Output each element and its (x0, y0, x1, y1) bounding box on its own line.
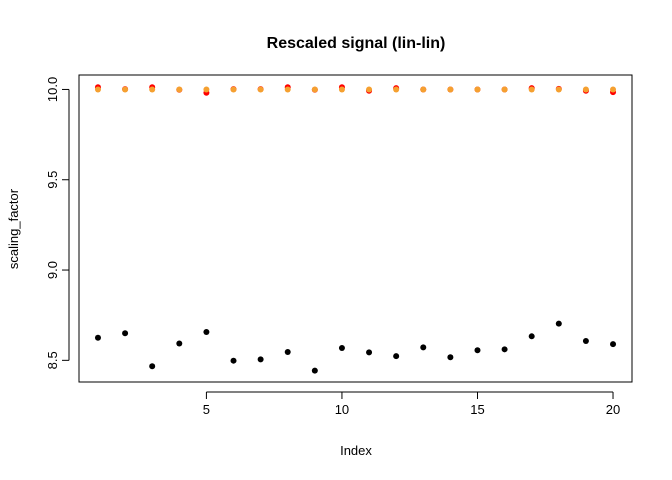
point-s2-4 (176, 86, 183, 93)
point-s2-11 (366, 86, 373, 93)
point-s0-4 (176, 340, 183, 347)
chart-title: Rescaled signal (lin-lin) (267, 35, 446, 52)
point-s2-17 (528, 86, 535, 93)
point-s0-19 (582, 338, 589, 345)
point-s2-1 (94, 86, 101, 93)
point-s0-5 (203, 328, 210, 335)
y-tick-label-3: 10.0 (45, 77, 60, 102)
point-s0-2 (122, 330, 129, 337)
point-s2-7 (257, 86, 264, 93)
point-s2-10 (338, 86, 345, 93)
point-s0-17 (528, 333, 535, 340)
point-s0-10 (338, 345, 345, 352)
point-s0-8 (284, 349, 291, 356)
point-s2-14 (447, 86, 454, 93)
point-s2-5 (203, 86, 210, 93)
point-s0-12 (393, 353, 400, 360)
point-s0-14 (447, 354, 454, 361)
x-tick-label-10: 10 (335, 402, 349, 417)
point-s0-13 (420, 344, 427, 351)
point-s2-13 (420, 86, 427, 93)
x-tick-label-20: 20 (606, 402, 620, 417)
x-axis-title: Index (340, 443, 372, 458)
point-s0-20 (610, 341, 617, 348)
point-s0-6 (230, 357, 237, 364)
point-s2-15 (474, 86, 481, 93)
point-s2-2 (122, 86, 129, 93)
point-s0-18 (555, 320, 562, 327)
point-s0-11 (366, 349, 373, 356)
point-s0-16 (501, 346, 508, 353)
y-tick-label-0: 8.5 (45, 351, 60, 369)
plot-frame (78, 74, 633, 383)
point-s2-18 (555, 86, 562, 93)
point-s0-9 (311, 367, 318, 374)
point-s0-3 (149, 363, 156, 370)
plot-area: 5 10 15 20 8.5 9.0 9.5 10.0 (45, 74, 633, 417)
x-tick-label-15: 15 (470, 402, 484, 417)
x-tick-label-5: 5 (203, 402, 210, 417)
point-s0-15 (474, 347, 481, 354)
point-s2-20 (610, 86, 617, 93)
point-s2-12 (393, 86, 400, 93)
point-s0-7 (257, 356, 264, 363)
point-s2-6 (230, 86, 237, 93)
y-axis-title: scaling_factor (6, 188, 21, 269)
point-s2-3 (149, 86, 156, 93)
point-s0-1 (94, 334, 101, 341)
y-tick-label-2: 9.5 (45, 171, 60, 189)
point-s2-16 (501, 86, 508, 93)
point-s2-19 (582, 86, 589, 93)
point-s2-8 (284, 86, 291, 93)
point-s2-9 (311, 86, 318, 93)
y-tick-label-1: 9.0 (45, 261, 60, 279)
